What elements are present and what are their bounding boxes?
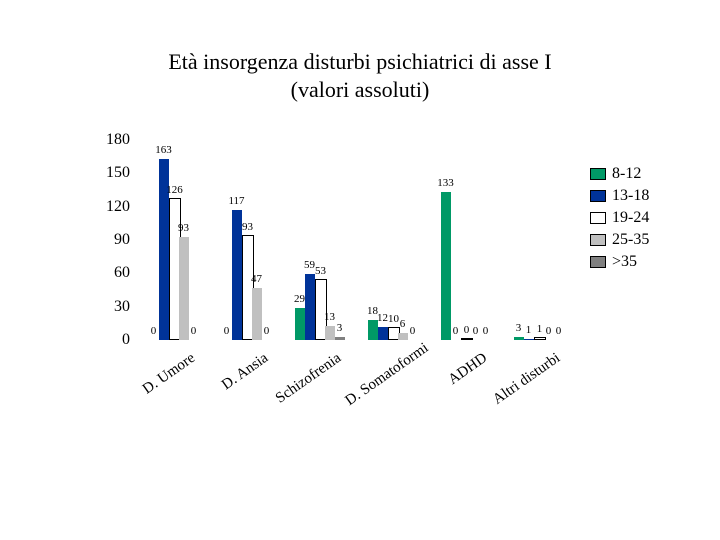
bar-value-label: 10	[388, 313, 399, 325]
bar-value-label: 133	[437, 177, 454, 189]
chart-title: Età insorgenza disturbi psichiatrici di …	[0, 48, 720, 103]
bar-group: 295953133	[287, 140, 352, 340]
category-label: Schizofrenia	[269, 350, 344, 410]
y-tick: 90	[114, 231, 136, 249]
bar-value-label: 0	[483, 325, 489, 337]
bar: 117	[232, 210, 242, 340]
legend-label: 8-12	[612, 165, 641, 183]
category-label: D. Umore	[123, 350, 198, 410]
bar: 12	[378, 327, 388, 340]
legend-swatch	[590, 190, 606, 202]
bar-value-label: 0	[556, 325, 562, 337]
bar: 47	[252, 288, 262, 340]
title-line1: Età insorgenza disturbi psichiatrici di …	[168, 49, 551, 74]
legend-item: 25-35	[590, 231, 710, 249]
bar-group: 1330000	[433, 140, 498, 340]
title-line2: (valori assoluti)	[291, 77, 430, 102]
bar: 6	[398, 333, 408, 340]
bar: 18	[368, 320, 378, 340]
chart-area: 03060901201501800163126930D. Umore011793…	[88, 140, 578, 400]
legend-swatch	[590, 168, 606, 180]
bar-value-label: 59	[304, 259, 315, 271]
legend-label: >35	[612, 253, 637, 271]
bar: 0	[461, 338, 473, 340]
bar-value-label: 0	[473, 325, 479, 337]
bar-value-label: 3	[337, 322, 343, 334]
y-tick: 120	[106, 198, 136, 216]
bar-value-label: 6	[400, 318, 406, 330]
bar-value-label: 0	[453, 325, 459, 337]
bar-value-label: 0	[546, 325, 552, 337]
y-tick: 0	[122, 331, 136, 349]
category-label: ADHD	[415, 350, 490, 410]
bar-value-label: 0	[151, 325, 157, 337]
bar: 3	[514, 337, 524, 340]
bar-value-label: 0	[264, 325, 270, 337]
bar: 93	[179, 237, 189, 340]
legend-label: 25-35	[612, 231, 649, 249]
legend-item: >35	[590, 253, 710, 271]
bar: 13	[325, 326, 335, 340]
bar-group: 011793470	[214, 140, 279, 340]
legend-label: 19-24	[612, 209, 649, 227]
bar-value-label: 0	[191, 325, 197, 337]
bar-value-label: 126	[166, 184, 183, 196]
bar: 3	[335, 337, 345, 340]
bar-value-label: 53	[315, 265, 326, 277]
legend-label: 13-18	[612, 187, 649, 205]
category-label: D. Somatoformi	[342, 350, 417, 410]
y-tick: 180	[106, 131, 136, 149]
bar-value-label: 163	[155, 144, 172, 156]
bar-value-label: 12	[377, 312, 388, 324]
category-label: Altri disturbi	[488, 350, 563, 410]
bar-value-label: 93	[242, 221, 253, 233]
legend-item: 19-24	[590, 209, 710, 227]
bar: 133	[441, 192, 451, 340]
bar: 1	[524, 339, 534, 340]
legend-swatch	[590, 256, 606, 268]
y-tick: 60	[114, 264, 136, 282]
bar-value-label: 1	[537, 323, 543, 335]
legend: 8-12 13-18 19-24 25-35 >35	[590, 165, 710, 275]
bar-group: 31100	[506, 140, 571, 340]
bar: 29	[295, 308, 305, 340]
plot-area: 03060901201501800163126930D. Umore011793…	[136, 140, 576, 340]
bar-value-label: 47	[251, 273, 262, 285]
bar-value-label: 0	[224, 325, 230, 337]
legend-item: 8-12	[590, 165, 710, 183]
bar: 59	[305, 274, 315, 340]
bar-value-label: 117	[228, 195, 244, 207]
bar-value-label: 93	[178, 222, 189, 234]
legend-item: 13-18	[590, 187, 710, 205]
y-tick: 30	[114, 298, 136, 316]
bar-value-label: 29	[294, 293, 305, 305]
bar-value-label: 0	[410, 325, 416, 337]
bar-value-label: 1	[526, 324, 532, 336]
bar-group: 0163126930	[141, 140, 206, 340]
legend-swatch	[590, 234, 606, 246]
bar-value-label: 13	[324, 311, 335, 323]
category-label: D. Ansia	[196, 350, 271, 410]
bar-group: 18121060	[360, 140, 425, 340]
bar-value-label: 0	[464, 324, 470, 336]
y-tick: 150	[106, 164, 136, 182]
legend-swatch	[590, 212, 606, 224]
bar-value-label: 3	[516, 322, 522, 334]
bar: 1	[534, 337, 546, 340]
